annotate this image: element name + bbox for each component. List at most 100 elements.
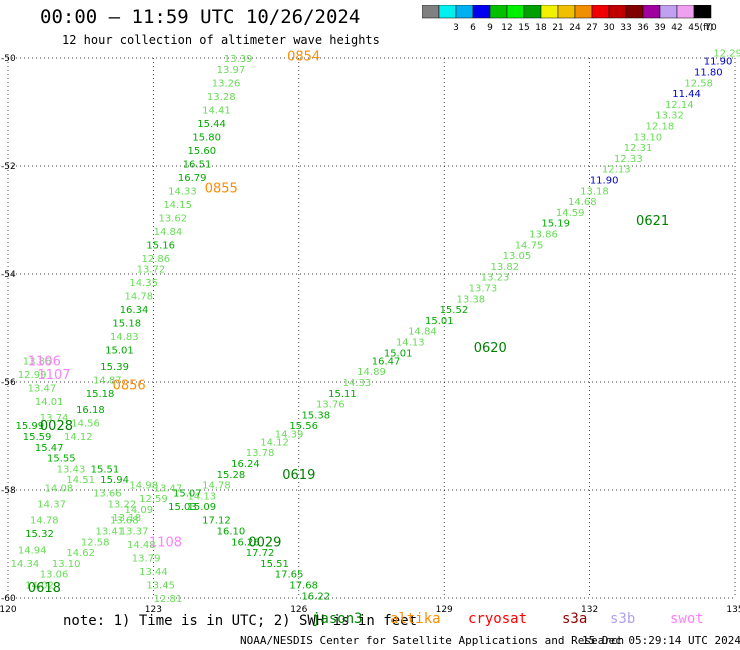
- wave-height-value: 14.39: [275, 429, 304, 440]
- wave-height-value: 13.41: [95, 527, 124, 538]
- wave-height-value: 13.06: [40, 570, 69, 581]
- wave-height-value: 15.99: [15, 421, 44, 432]
- color-scale-legend: 3 6 9 12 15 18 21 24 27 30 33 36 39 42 45 70(ft): [422, 5, 717, 33]
- y-tick-label: -50: [1, 54, 16, 64]
- pass-time-label: 0621: [636, 214, 669, 229]
- wave-height-value: 14.35: [129, 278, 158, 289]
- y-tick-label: -54: [1, 270, 16, 280]
- wave-height-value: 16.18: [76, 405, 105, 416]
- wave-height-value: 15.01: [425, 316, 454, 327]
- color-scale-tick-label: 39: [654, 23, 666, 33]
- wave-height-value: 13.10: [633, 132, 662, 143]
- wave-height-value: 16.47: [372, 356, 401, 367]
- x-tick-label: 123: [145, 605, 162, 615]
- wave-height-value: 13.86: [23, 356, 52, 367]
- wave-height-value: 15.51: [260, 559, 289, 570]
- wave-height-value: 16.26: [231, 537, 260, 548]
- wave-height-value: 13.86: [529, 230, 558, 241]
- wave-height-value: 13.68: [110, 516, 139, 527]
- chart-title: 00:00 – 11:59 UTC 10/26/2024: [40, 6, 361, 28]
- wave-height-value: 14.51: [66, 475, 95, 486]
- wave-height-value: 12.81: [154, 594, 183, 605]
- pass-time-label: 0620: [474, 341, 507, 356]
- wave-height-value: 14.12: [260, 437, 289, 448]
- wave-height-value: 15.16: [146, 240, 175, 251]
- wave-height-value: 11.80: [694, 68, 723, 79]
- wave-height-value: 13.78: [246, 448, 275, 459]
- wave-height-value: 12.58: [684, 78, 713, 89]
- pass-time-label: 0028: [40, 419, 73, 434]
- wave-height-value: 14.15: [163, 200, 192, 211]
- wave-height-value: 14.78: [30, 516, 59, 527]
- wave-height-value: 14.08: [45, 483, 74, 494]
- wave-height-value: 15.32: [25, 529, 54, 540]
- color-scale-tick-label: 15: [518, 23, 529, 33]
- y-tick-label: -52: [1, 162, 16, 172]
- wave-height-value: 13.62: [158, 213, 187, 224]
- wave-height-value: 14.48: [127, 540, 156, 551]
- wave-height-value: 15.51: [91, 464, 120, 475]
- wave-height-value: 14.33: [168, 186, 197, 197]
- wave-height-value: 16.34: [120, 305, 149, 316]
- color-swatch: [693, 5, 712, 19]
- color-scale-tick-label: 30: [603, 23, 615, 33]
- color-scale-tick-label: 18: [535, 23, 547, 33]
- wave-height-value: 11.90: [590, 176, 619, 187]
- wave-height-value: 14.89: [357, 367, 386, 378]
- color-scale-tick-label: 21: [552, 23, 563, 33]
- wave-height-value: 13.66: [93, 489, 122, 500]
- wave-height-value: 12.18: [646, 122, 675, 133]
- wave-height-value: 15.09: [188, 502, 217, 513]
- satellite-legend-s3b: s3b: [610, 611, 636, 627]
- color-scale-tick-label: 33: [620, 23, 631, 33]
- wave-height-value: 14.33: [343, 378, 372, 389]
- wave-height-value: 14.62: [66, 548, 95, 559]
- pass-time-label: 1108: [149, 535, 182, 550]
- wave-height-value: 14.78: [125, 292, 154, 303]
- pass-time-label: 1106: [28, 354, 61, 369]
- wave-height-value: 13.79: [132, 554, 161, 565]
- pass-time-label: 0855: [205, 182, 238, 197]
- wave-height-value: 13.73: [469, 284, 498, 295]
- wave-height-value: 14.41: [202, 105, 231, 116]
- wave-height-value: 13.37: [120, 527, 149, 538]
- wave-height-value: 13.05: [503, 251, 532, 262]
- wave-height-value: 15.11: [328, 389, 357, 400]
- color-scale-tick-label: 6: [470, 23, 476, 33]
- wave-height-value: 12.13: [602, 165, 631, 176]
- wave-height-value: 14.84: [154, 227, 183, 238]
- wave-height-value: 15.01: [384, 348, 413, 359]
- wave-height-value: 13.22: [108, 500, 137, 511]
- wave-height-value: 13.18: [112, 513, 141, 524]
- wave-height-value: 15.59: [23, 432, 52, 443]
- wave-height-value: 12.86: [142, 254, 171, 265]
- wave-height-value: 14.09: [125, 505, 154, 516]
- wave-height-value: 16.10: [217, 527, 246, 538]
- wave-height-value: 13.32: [655, 111, 684, 122]
- color-scale-tick-label: 12: [501, 23, 512, 33]
- wave-height-value: 13.45: [146, 581, 175, 592]
- wave-height-value: 14.68: [568, 197, 597, 208]
- wave-height-value: 13.97: [217, 65, 246, 76]
- x-tick-label: 126: [290, 605, 307, 615]
- x-tick-label: 135: [726, 605, 740, 615]
- wave-height-value: 14.37: [37, 500, 66, 511]
- satellite-legend: jason3 altika cryosat s3a s3b swot: [0, 611, 740, 631]
- wave-height-value: 14.13: [396, 338, 425, 349]
- wave-height-value: 14.12: [64, 432, 93, 443]
- satellite-legend-jason3: jason3: [312, 611, 363, 627]
- wave-height-value: 15.18: [112, 319, 141, 330]
- wave-height-value: 15.56: [289, 421, 318, 432]
- wave-height-value: 15.47: [35, 443, 64, 454]
- wave-height-value: 15.19: [541, 219, 570, 230]
- wave-height-value: 14.34: [11, 559, 40, 570]
- wave-height-value: 13.39: [224, 54, 253, 65]
- wave-height-value: 15.38: [301, 410, 330, 421]
- wave-height-value: 12.33: [614, 154, 643, 165]
- wave-height-value: 12.29: [713, 49, 740, 60]
- color-scale-tick-label: 24: [569, 23, 581, 33]
- satellite-legend-swot: swot: [670, 611, 704, 627]
- wave-height-value: 14.02: [25, 581, 54, 592]
- wave-height-value: 13.44: [139, 567, 168, 578]
